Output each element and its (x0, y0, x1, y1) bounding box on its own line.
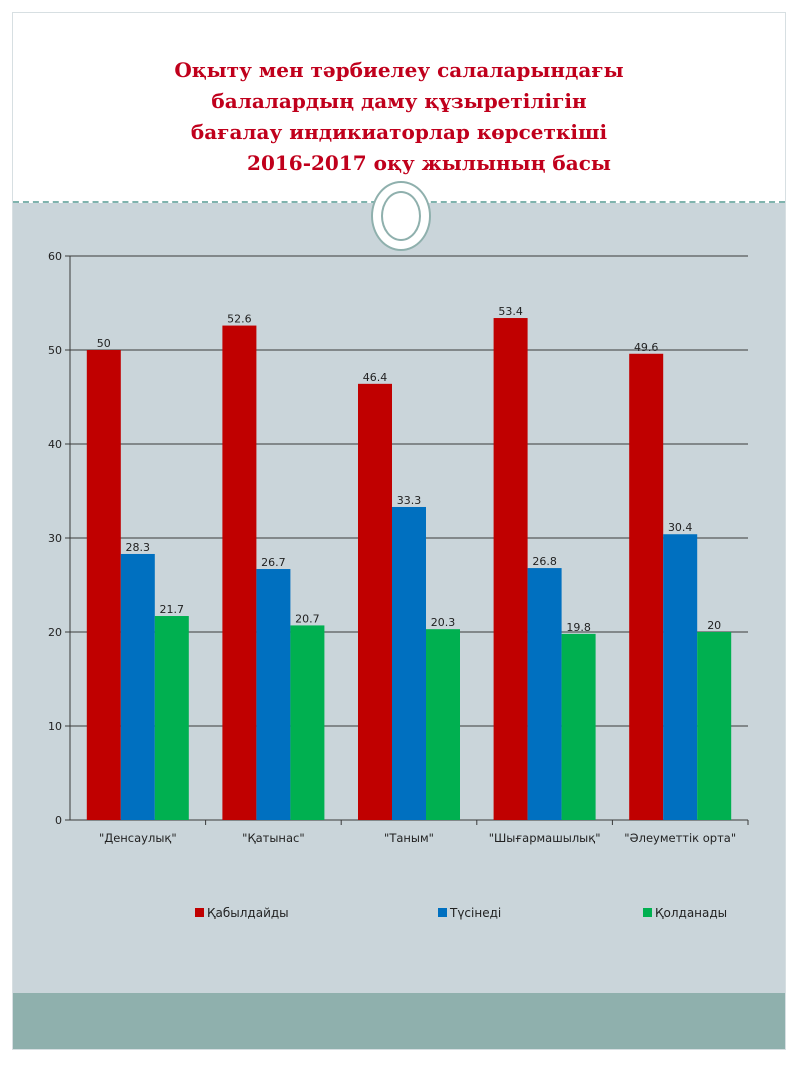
data-label: 28.3 (126, 541, 151, 554)
bar-1-4 (493, 318, 528, 820)
bar-2-4 (527, 568, 562, 820)
legend-swatch (438, 908, 447, 917)
legend: Қабылдайды Түсінеді Қолданады (195, 906, 727, 920)
data-label: 21.7 (160, 603, 185, 616)
bar-3-2 (290, 625, 325, 820)
bar-2-5 (663, 534, 698, 820)
title-line-2: балалардың даму құзыретілігін (211, 89, 587, 113)
bar-3-4 (561, 633, 596, 820)
legend-label: Қабылдайды (207, 906, 289, 920)
data-label: 33.3 (397, 494, 422, 507)
title-line-4: 2016-2017 оқу жылының басы (247, 151, 611, 175)
legend-label: Түсінеді (449, 906, 501, 920)
data-label: 20.7 (295, 612, 320, 625)
bar-1-1 (86, 350, 121, 820)
data-label: 52.6 (227, 313, 252, 326)
y-tick-label: 30 (48, 532, 62, 545)
data-label: 46.4 (363, 371, 388, 384)
x-tick-label: "Денсаулық" (99, 831, 177, 845)
data-label: 20 (707, 619, 721, 632)
bar-2-2 (256, 569, 291, 820)
title-line-3: бағалау индикиаторлар көрсеткіші (190, 120, 608, 144)
x-tick-label: "Қатынас" (242, 831, 304, 845)
legend-label: Қолданады (655, 906, 727, 920)
data-label: 53.4 (498, 305, 523, 318)
bar-3-5 (697, 632, 732, 820)
x-tick-label: "Шығармашылық" (489, 831, 601, 845)
x-tick-label: "Әлеуметтік орта" (624, 831, 736, 845)
y-tick-label: 10 (48, 720, 62, 733)
data-label: 26.7 (261, 556, 286, 569)
y-tick-label: 0 (55, 814, 62, 827)
ornament-inner-oval (381, 191, 421, 241)
data-label: 26.8 (532, 555, 557, 568)
title-line-1: Оқыту мен тәрбиелеу салаларындағы (174, 58, 624, 82)
y-tick-label: 60 (48, 250, 62, 263)
title-area: Оқыту мен тәрбиелеу салаларындағы балала… (13, 13, 785, 201)
data-label: 50 (97, 337, 111, 350)
y-tick-label: 50 (48, 344, 62, 357)
bar-2-3 (392, 506, 426, 820)
ornament-oval-icon (371, 181, 431, 251)
bar-2-1 (120, 553, 155, 820)
y-tick-label: 40 (48, 438, 62, 451)
data-label: 30.4 (668, 521, 693, 534)
data-label: 19.8 (566, 621, 591, 634)
bar-1-5 (629, 353, 664, 820)
legend-swatch (643, 908, 652, 917)
chart-title: Оқыту мен тәрбиелеу салаларындағы балала… (13, 55, 785, 179)
x-tick-label: "Таным" (384, 831, 434, 845)
bar-3-1 (154, 616, 189, 820)
bar-1-3 (358, 383, 392, 820)
bars (86, 318, 732, 820)
y-tick-label: 20 (48, 626, 62, 639)
data-labels: 50 28.3 21.7 52.6 26.7 20.7 46.4 33.3 20.3 53.4 26… (97, 305, 721, 634)
bar-3-3 (426, 629, 460, 820)
data-label: 49.6 (634, 341, 659, 354)
legend-swatch (195, 908, 204, 917)
data-label: 20.3 (431, 616, 456, 629)
bar-1-2 (222, 325, 257, 820)
footer-band (13, 993, 785, 1049)
